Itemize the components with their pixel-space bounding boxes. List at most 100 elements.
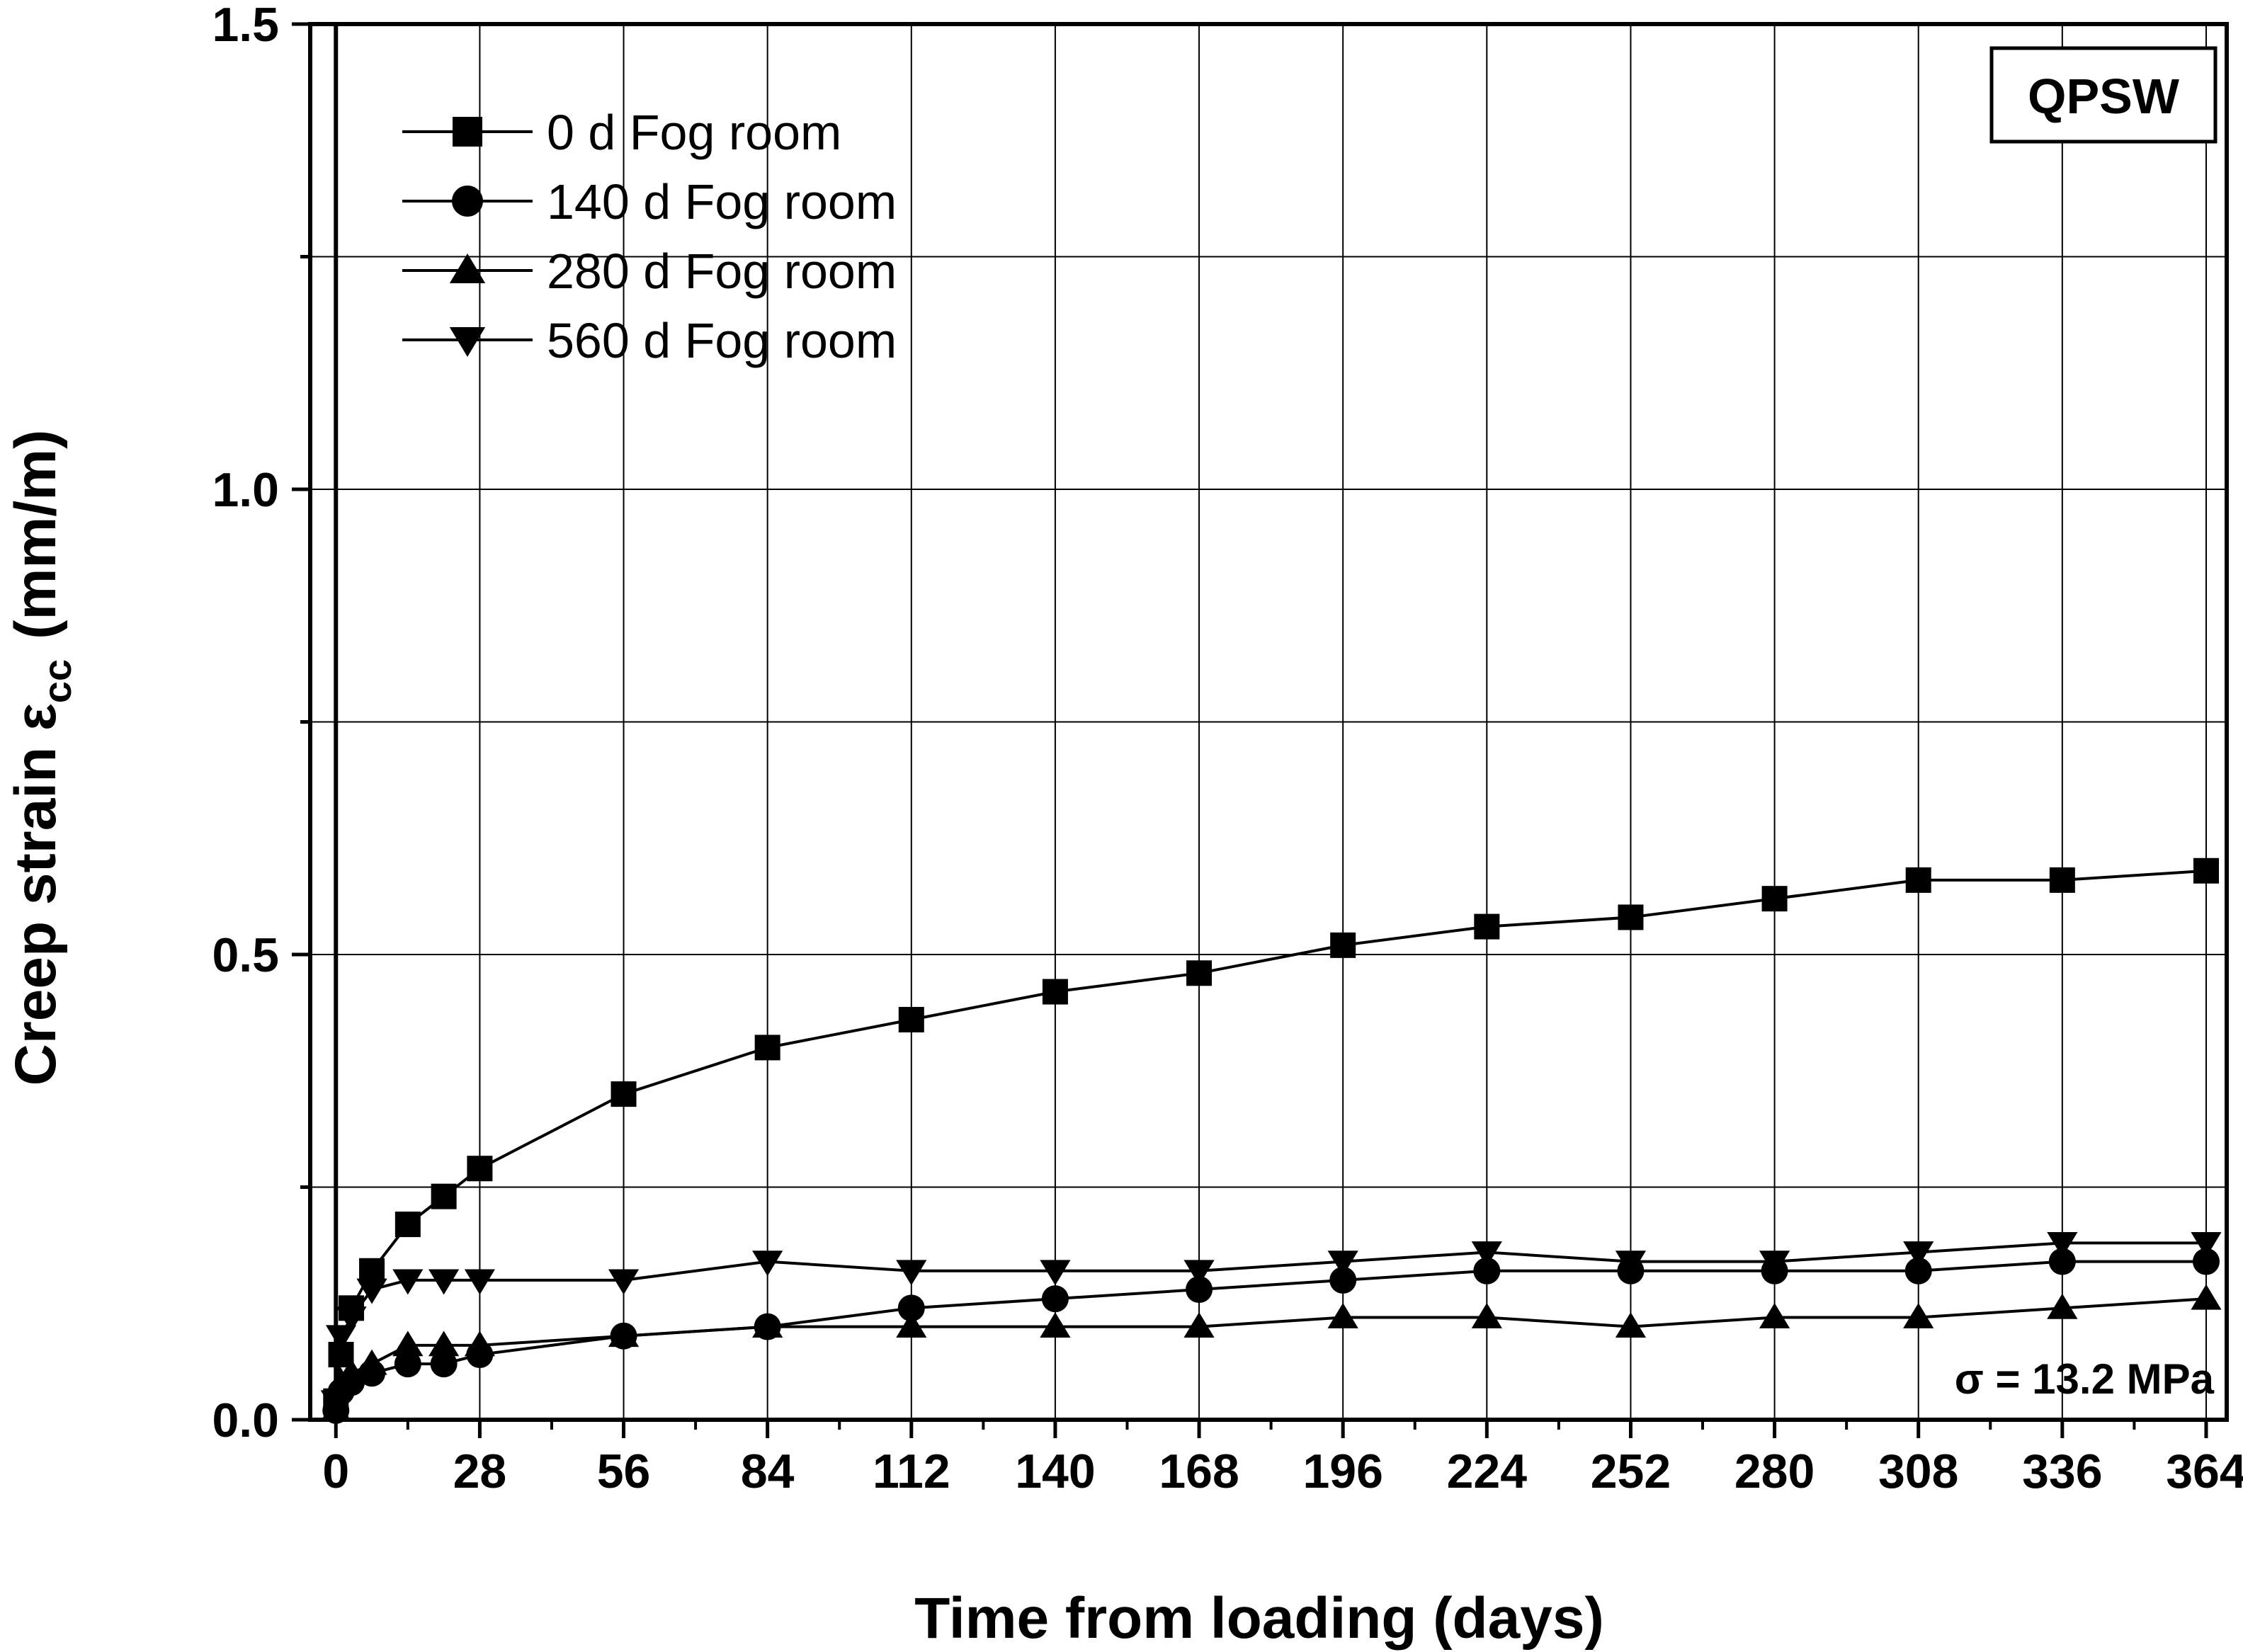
y-axis-title-main: Creep strain ε xyxy=(4,703,68,1086)
data-point-triangle-down xyxy=(1759,1251,1790,1277)
data-point-triangle-down xyxy=(1183,1260,1215,1286)
data-point-circle xyxy=(394,1350,421,1378)
x-tick-label: 252 xyxy=(1591,1445,1671,1498)
y-tick-label: 1.5 xyxy=(212,0,279,52)
x-tick-label: 140 xyxy=(1015,1445,1095,1498)
data-point-triangle-up xyxy=(1327,1302,1358,1328)
data-point-triangle-down xyxy=(428,1269,460,1295)
x-tick-label: 84 xyxy=(741,1445,795,1498)
x-tick-label: 336 xyxy=(2022,1445,2102,1498)
data-point-circle xyxy=(2048,1248,2076,1275)
data-point-triangle-down xyxy=(336,1306,367,1332)
data-point-triangle-up xyxy=(752,1312,783,1338)
data-point-triangle-up xyxy=(608,1321,640,1348)
legend-marker-square xyxy=(453,117,482,147)
data-point-circle xyxy=(2192,1248,2220,1275)
x-tick-label: 28 xyxy=(453,1445,507,1498)
data-point-square xyxy=(1186,960,1213,986)
y-tick-label: 0.5 xyxy=(212,928,279,982)
legend-marker-triangle-down xyxy=(449,327,486,357)
x-tick-label: 196 xyxy=(1302,1445,1382,1498)
sample-tag-label: QPSW xyxy=(2028,69,2179,124)
data-point-triangle-down xyxy=(896,1260,927,1286)
axis-ticks xyxy=(292,22,2208,1438)
x-tick-labels: 0 28 56 84 112 140 168 196 224 252 280 308 336 364 xyxy=(322,1445,2243,1498)
data-point-square xyxy=(1618,904,1644,930)
sample-tag-box xyxy=(1989,46,2218,144)
data-point-circle xyxy=(1041,1285,1069,1313)
data-point-triangle-down xyxy=(392,1269,424,1295)
legend-label: 280 d Fog room xyxy=(547,244,897,299)
x-tick-label: 224 xyxy=(1447,1445,1528,1498)
data-point-triangle-up xyxy=(392,1331,424,1357)
data-point-triangle-up xyxy=(1615,1312,1647,1338)
legend-label: 560 d Fog room xyxy=(547,313,897,368)
data-point-circle xyxy=(430,1350,458,1378)
data-point-square xyxy=(1042,979,1068,1005)
data-point-circle xyxy=(1186,1276,1213,1304)
legend-label: 0 d Fog room xyxy=(547,105,841,160)
data-point-triangle-up xyxy=(356,1349,387,1375)
data-point-triangle-down xyxy=(1327,1251,1358,1277)
x-axis-title: Time from loading (days) xyxy=(914,1586,1604,1651)
data-point-square xyxy=(467,1156,493,1182)
series-markers xyxy=(320,858,2222,1424)
legend: 0 d Fog room 140 d Fog room 280 d Fog room… xyxy=(402,105,897,368)
data-point-triangle-up xyxy=(1759,1302,1790,1328)
data-point-square xyxy=(898,1006,924,1032)
data-point-triangle-up xyxy=(1040,1312,1071,1338)
data-point-triangle-up xyxy=(1903,1302,1934,1328)
data-point-triangle-down xyxy=(2191,1231,2222,1258)
data-point-triangle-up xyxy=(896,1312,927,1338)
data-point-triangle-down xyxy=(1040,1260,1071,1286)
legend-label: 140 d Fog room xyxy=(547,174,897,229)
data-point-triangle-up xyxy=(2191,1284,2222,1310)
data-point-triangle-up xyxy=(2047,1293,2078,1319)
x-tick-label: 168 xyxy=(1159,1445,1239,1498)
legend-marker-circle xyxy=(452,186,483,217)
data-point-circle xyxy=(1904,1257,1932,1284)
data-point-square xyxy=(431,1183,457,1209)
x-tick-label: 308 xyxy=(1878,1445,1958,1498)
data-point-triangle-down xyxy=(1903,1241,1934,1267)
data-point-square xyxy=(1905,867,1931,893)
data-point-triangle-down xyxy=(356,1278,387,1304)
x-tick-label: 0 xyxy=(322,1445,349,1498)
data-point-triangle-up xyxy=(428,1331,460,1357)
data-point-triangle-down xyxy=(752,1251,783,1277)
data-point-square xyxy=(2049,867,2075,893)
data-point-triangle-down xyxy=(1471,1241,1502,1267)
data-point-triangle-up xyxy=(1471,1302,1502,1328)
data-point-square xyxy=(1330,932,1356,958)
svg-text:Creep strain εcc(mm/m): Creep strain εcc (mm/m) xyxy=(4,430,79,1086)
sample-tag: QPSW xyxy=(1989,46,2218,144)
data-point-triangle-down xyxy=(464,1269,496,1295)
stress-annotation: σ = 13.2 MPa xyxy=(1955,1355,2215,1403)
data-point-circle xyxy=(1473,1257,1501,1284)
y-axis-title: Creep strain εcc (mm/m) xyxy=(4,430,79,1086)
y-axis-title-unit: (mm/m) xyxy=(4,430,68,639)
data-point-circle xyxy=(897,1294,925,1322)
x-tick-label: 280 xyxy=(1734,1445,1815,1498)
data-point-triangle-up xyxy=(464,1331,496,1357)
data-point-triangle-down xyxy=(325,1325,357,1351)
x-tick-label: 56 xyxy=(597,1445,651,1498)
data-point-triangle-up xyxy=(336,1358,367,1384)
data-point-circle xyxy=(1329,1266,1357,1294)
data-point-triangle-down xyxy=(1615,1251,1647,1277)
data-point-square xyxy=(754,1035,780,1061)
data-point-square xyxy=(2193,858,2219,884)
y-tick-labels: 0.0 0.5 1.0 1.5 xyxy=(212,0,279,1447)
y-axis-title-subscript: cc xyxy=(35,659,79,703)
data-point-triangle-up xyxy=(1183,1312,1215,1338)
data-point-square xyxy=(1761,886,1788,912)
data-point-square xyxy=(394,1212,421,1238)
data-point-triangle-down xyxy=(2047,1231,2078,1258)
x-tick-label: 112 xyxy=(873,1445,950,1498)
data-point-square xyxy=(1474,913,1500,940)
y-tick-label: 0.0 xyxy=(212,1394,279,1447)
grid-lines xyxy=(310,24,2227,1420)
data-point-triangle-down xyxy=(608,1269,640,1295)
legend-marker-triangle-up xyxy=(449,254,486,283)
